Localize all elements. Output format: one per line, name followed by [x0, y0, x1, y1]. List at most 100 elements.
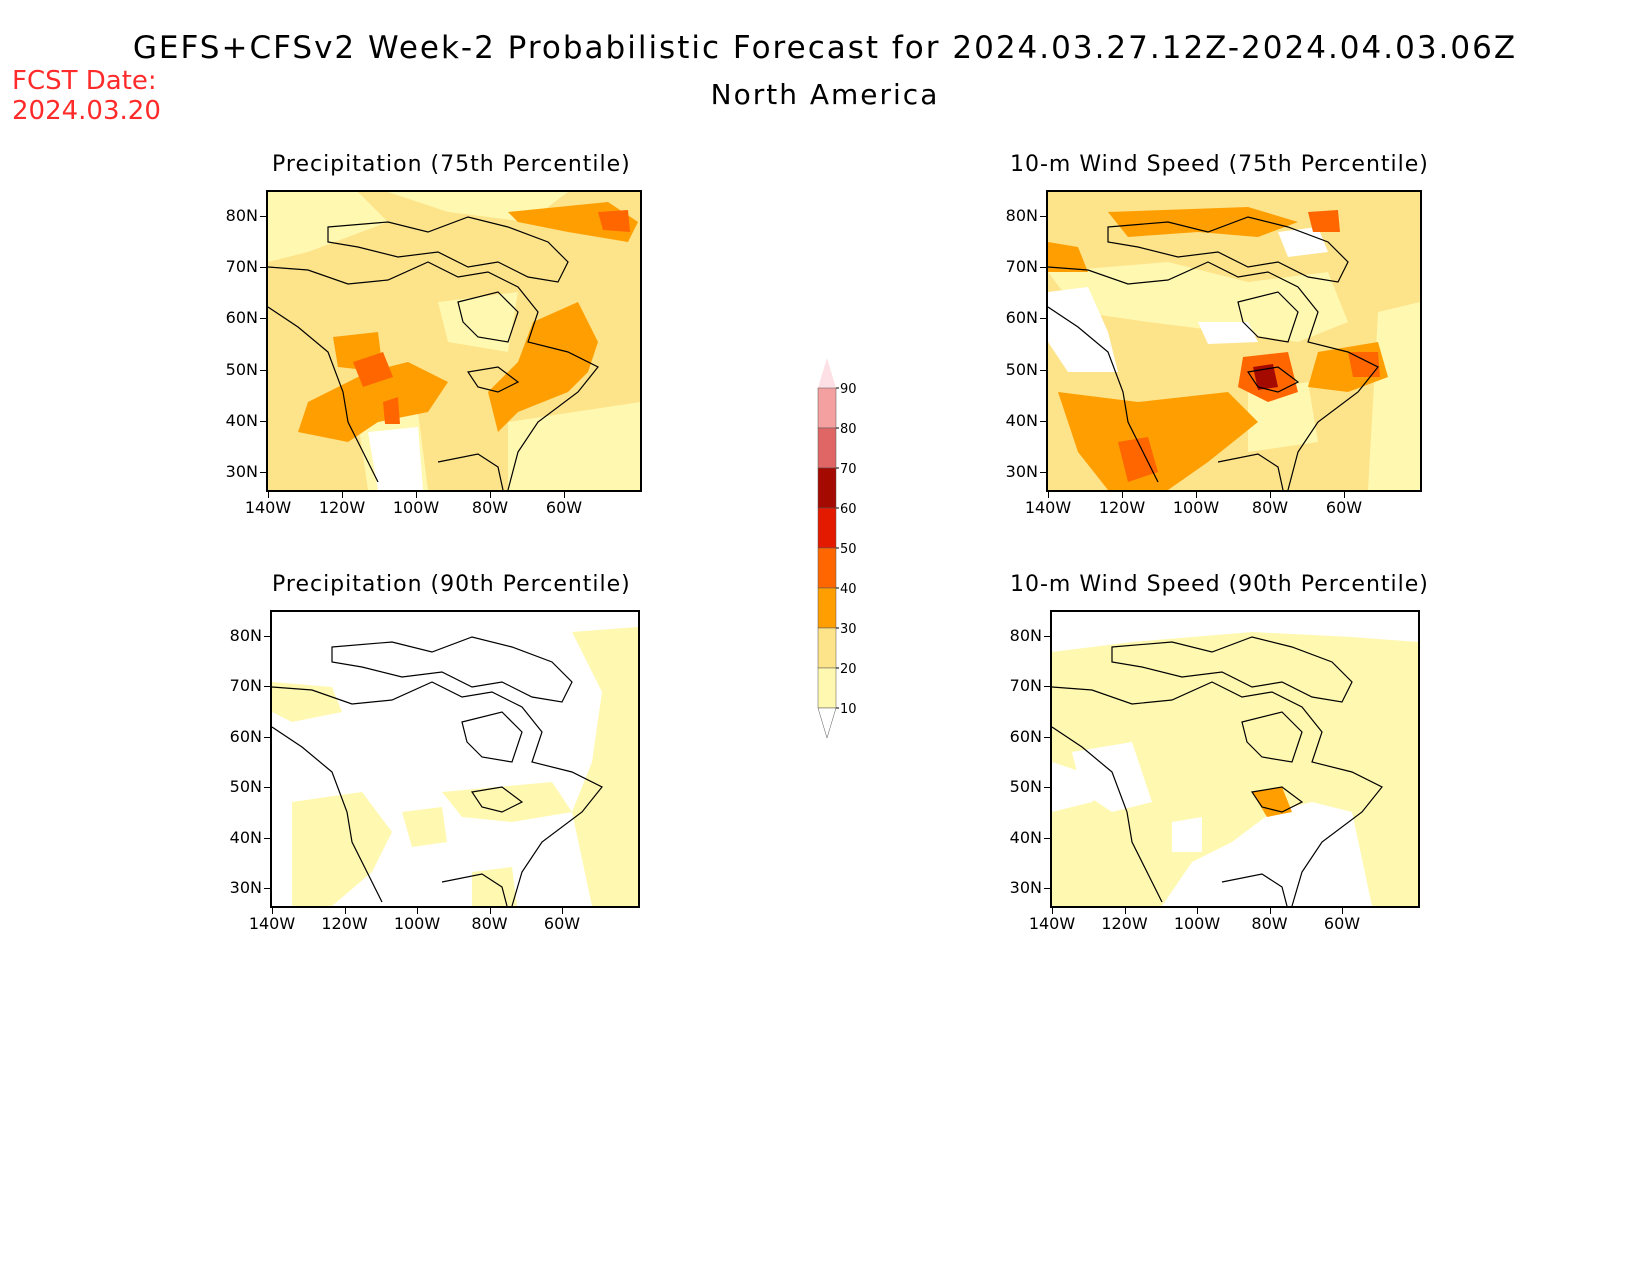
forecast-date-label: FCST Date:: [12, 66, 157, 96]
lon-tick: [564, 492, 565, 498]
lon-label: 60W: [1323, 914, 1361, 933]
lon-label: 100W: [392, 498, 440, 517]
lat-label: 30N: [1005, 462, 1038, 481]
lon-label: 120W: [318, 498, 366, 517]
lat-tick: [264, 736, 270, 738]
colorbar-top-wedge: [818, 358, 836, 388]
colorbar-label: 50: [840, 542, 857, 557]
lat-tick: [260, 318, 266, 320]
lat-label: 80N: [225, 206, 258, 225]
lat-label: 50N: [225, 359, 258, 379]
lat-tick: [264, 888, 270, 889]
map-layer: [1052, 632, 1418, 906]
lat-tick: [1040, 216, 1046, 217]
lat-tick: [260, 472, 266, 473]
panel-title: Precipitation (75th Percentile): [272, 152, 631, 177]
lon-tick: [489, 908, 491, 914]
lat-tick: [1044, 636, 1050, 637]
lat-tick: [1040, 420, 1046, 422]
lat-tick: [260, 216, 266, 217]
lat-label: 40N: [229, 827, 262, 847]
lon-tick: [272, 908, 273, 914]
lat-label: 60N: [1009, 726, 1042, 746]
lat-label: 30N: [1009, 878, 1042, 897]
colorbar-graphic: 10 20 30 40 50 60 70 80 90: [817, 358, 857, 739]
lon-tick: [268, 492, 269, 498]
lon-tick: [1122, 492, 1123, 498]
shading-dark: [353, 210, 630, 424]
lon-tick: [1124, 908, 1126, 914]
map-wind-90: [1050, 610, 1420, 908]
coastlines: [1048, 216, 1379, 490]
map-layer: [268, 192, 640, 490]
lon-tick: [1196, 492, 1197, 498]
colorbar-bottom-wedge: [817, 707, 837, 739]
lon-label: 120W: [1101, 914, 1148, 933]
lon-tick: [1197, 908, 1198, 914]
lat-label: 50N: [229, 777, 262, 797]
forecast-date-block: FCST Date: 2024.03.20: [12, 66, 161, 126]
lon-tick: [342, 492, 343, 498]
lat-label: 80N: [1005, 206, 1038, 225]
forecast-date-value: 2024.03.20: [12, 96, 161, 126]
map-precip-75: [266, 190, 642, 492]
map-layer: [1048, 207, 1420, 490]
colorbar-label: 30: [840, 622, 857, 637]
lat-label: 70N: [1009, 676, 1042, 696]
colorbar-segment: [817, 467, 837, 509]
lon-label: 60W: [1325, 498, 1363, 517]
lat-label: 70N: [229, 676, 262, 696]
lat-label: 80N: [1009, 626, 1042, 645]
colorbar-segment: [817, 627, 837, 669]
lat-tick: [264, 787, 270, 789]
lat-tick: [264, 636, 270, 637]
lon-tick: [1269, 908, 1271, 914]
lat-tick: [264, 686, 270, 688]
lon-tick: [1270, 492, 1271, 498]
lon-tick: [1342, 908, 1343, 914]
lat-label: 70N: [1005, 257, 1038, 277]
shading-white: [1072, 742, 1202, 852]
lat-tick: [1040, 318, 1046, 320]
lon-label: 60W: [543, 914, 581, 933]
lat-label: 30N: [225, 462, 258, 481]
lon-label: 140W: [1024, 498, 1072, 517]
lat-label: 30N: [229, 878, 262, 897]
lat-label: 40N: [1009, 827, 1042, 847]
panel-title: Precipitation (90th Percentile): [272, 572, 631, 597]
lon-label: 140W: [1028, 914, 1076, 933]
lon-tick: [416, 492, 417, 498]
lon-label: 100W: [1172, 498, 1220, 517]
lat-label: 50N: [1005, 359, 1038, 379]
lat-tick: [260, 267, 266, 269]
lat-label: 70N: [225, 257, 258, 277]
lon-label: 100W: [1173, 914, 1221, 933]
page-subtitle: North America: [710, 78, 940, 111]
map-wind-75: [1046, 190, 1422, 492]
shading-light: [1052, 632, 1418, 906]
colorbar-label: 40: [840, 582, 857, 597]
colorbar-segment: [817, 587, 837, 629]
panel-title: 10-m Wind Speed (90th Percentile): [1010, 572, 1429, 597]
colorbar-label: 70: [840, 462, 857, 477]
lon-label: 120W: [321, 914, 368, 933]
lon-tick: [344, 908, 346, 914]
colorbar-segment: [817, 547, 837, 589]
lat-tick: [1044, 686, 1050, 688]
lon-tick: [562, 908, 563, 914]
lat-tick: [260, 420, 266, 422]
lat-tick: [1044, 787, 1050, 789]
lat-tick: [1040, 267, 1046, 269]
lat-tick: [260, 369, 266, 371]
lat-label: 80N: [229, 626, 262, 645]
lon-label: 140W: [248, 914, 296, 933]
lat-tick: [1040, 369, 1046, 371]
panel-title: 10-m Wind Speed (75th Percentile): [1010, 152, 1429, 177]
colorbar-segment: [817, 667, 837, 709]
shading-white: [1048, 227, 1328, 372]
shading-orange: [1252, 787, 1292, 817]
lon-label: 120W: [1098, 498, 1146, 517]
lon-tick: [417, 908, 418, 914]
lat-label: 40N: [1005, 410, 1038, 430]
map-precip-90: [270, 610, 640, 908]
